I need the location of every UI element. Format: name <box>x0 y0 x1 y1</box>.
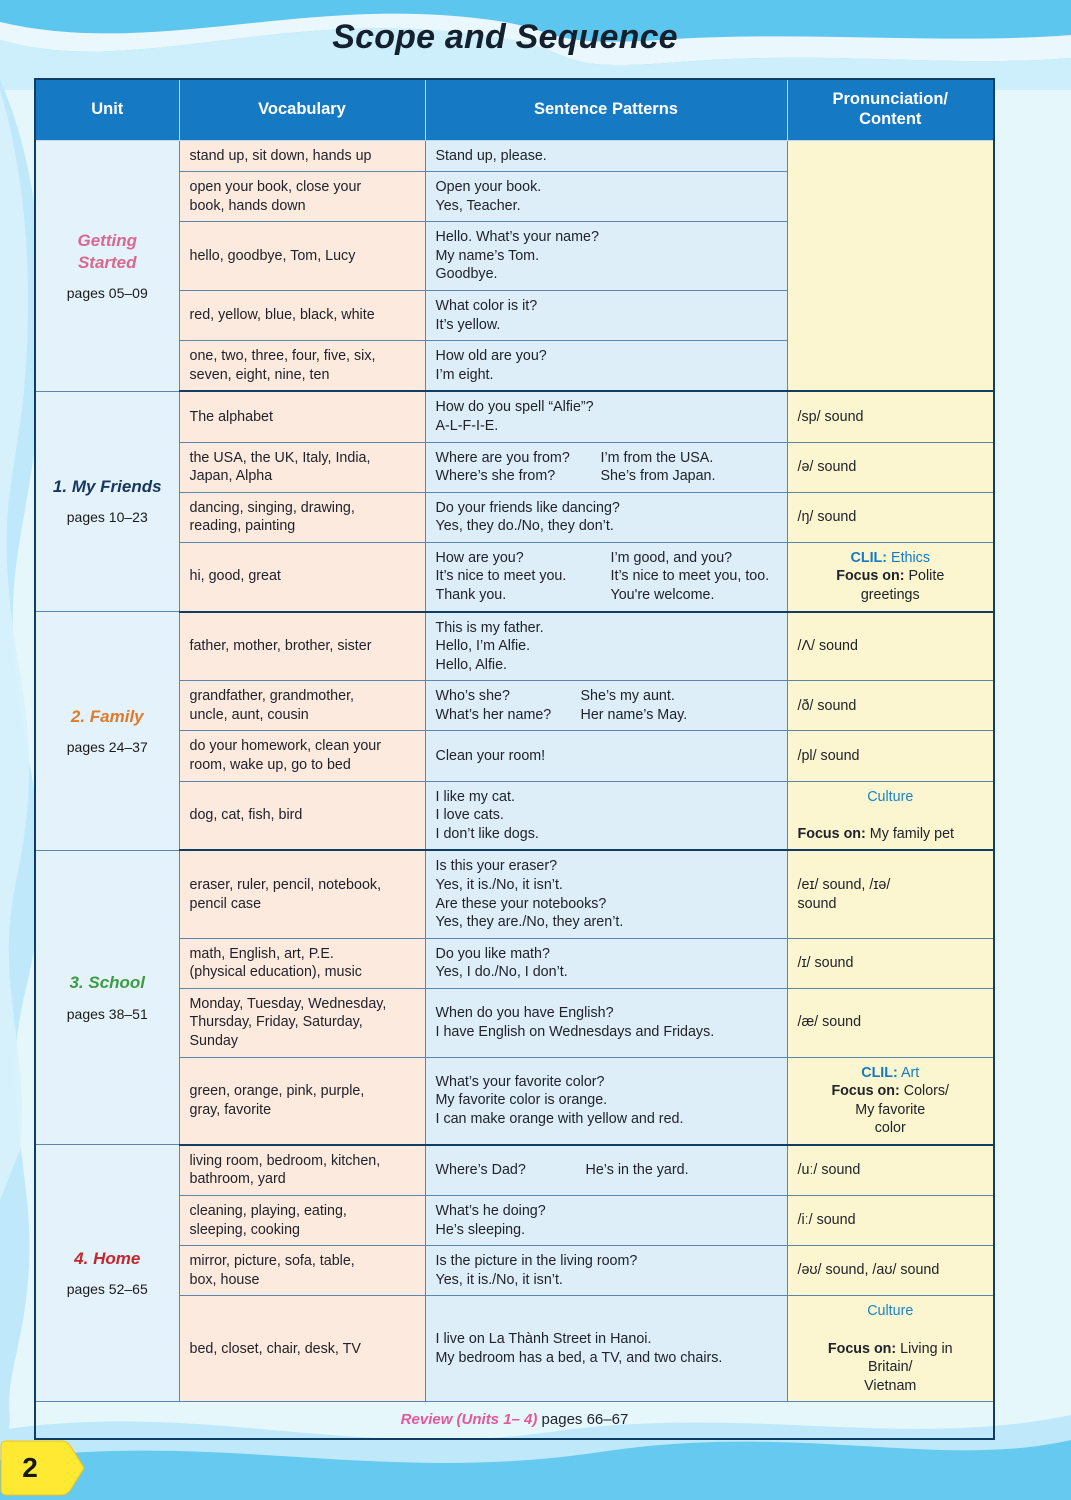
svg-text:2: 2 <box>22 1452 38 1483</box>
